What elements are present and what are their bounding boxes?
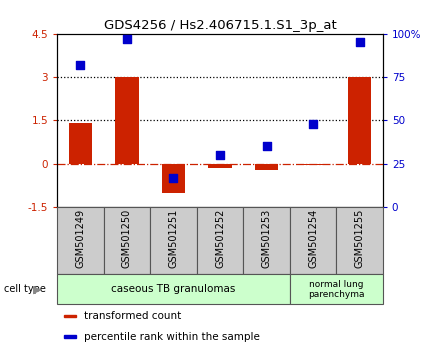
Text: GSM501254: GSM501254 [308,209,318,268]
Bar [348,77,371,164]
Text: GSM501252: GSM501252 [215,209,225,268]
Bar [64,335,76,338]
Bar [255,164,278,170]
Bar [209,164,231,168]
Point [356,40,363,45]
Bar [115,77,139,164]
Text: GSM501251: GSM501251 [169,209,179,268]
Point [216,152,224,158]
Bar [301,164,325,165]
Text: caseous TB granulomas: caseous TB granulomas [111,284,236,295]
Bar [150,207,197,274]
Point [77,62,84,68]
Text: GSM501250: GSM501250 [122,209,132,268]
Text: transformed count: transformed count [84,311,182,321]
Point [263,143,270,149]
Point [309,121,316,127]
Point [170,175,177,181]
Bar [57,274,290,304]
Bar [64,315,76,317]
Text: percentile rank within the sample: percentile rank within the sample [84,332,260,342]
Bar [69,123,92,164]
Text: cell type: cell type [4,284,46,295]
Bar [104,207,150,274]
Bar [197,207,243,274]
Bar [243,207,290,274]
Text: GSM501249: GSM501249 [75,209,85,268]
Text: GSM501253: GSM501253 [261,209,271,268]
Point [124,36,131,42]
Title: GDS4256 / Hs2.406715.1.S1_3p_at: GDS4256 / Hs2.406715.1.S1_3p_at [104,19,336,33]
Text: ▶: ▶ [33,284,42,295]
Bar [57,207,104,274]
Text: normal lung
parenchyma: normal lung parenchyma [308,280,364,299]
Bar [162,164,185,193]
Bar [290,274,383,304]
Bar [290,207,336,274]
Bar [336,207,383,274]
Text: GSM501255: GSM501255 [355,209,365,268]
